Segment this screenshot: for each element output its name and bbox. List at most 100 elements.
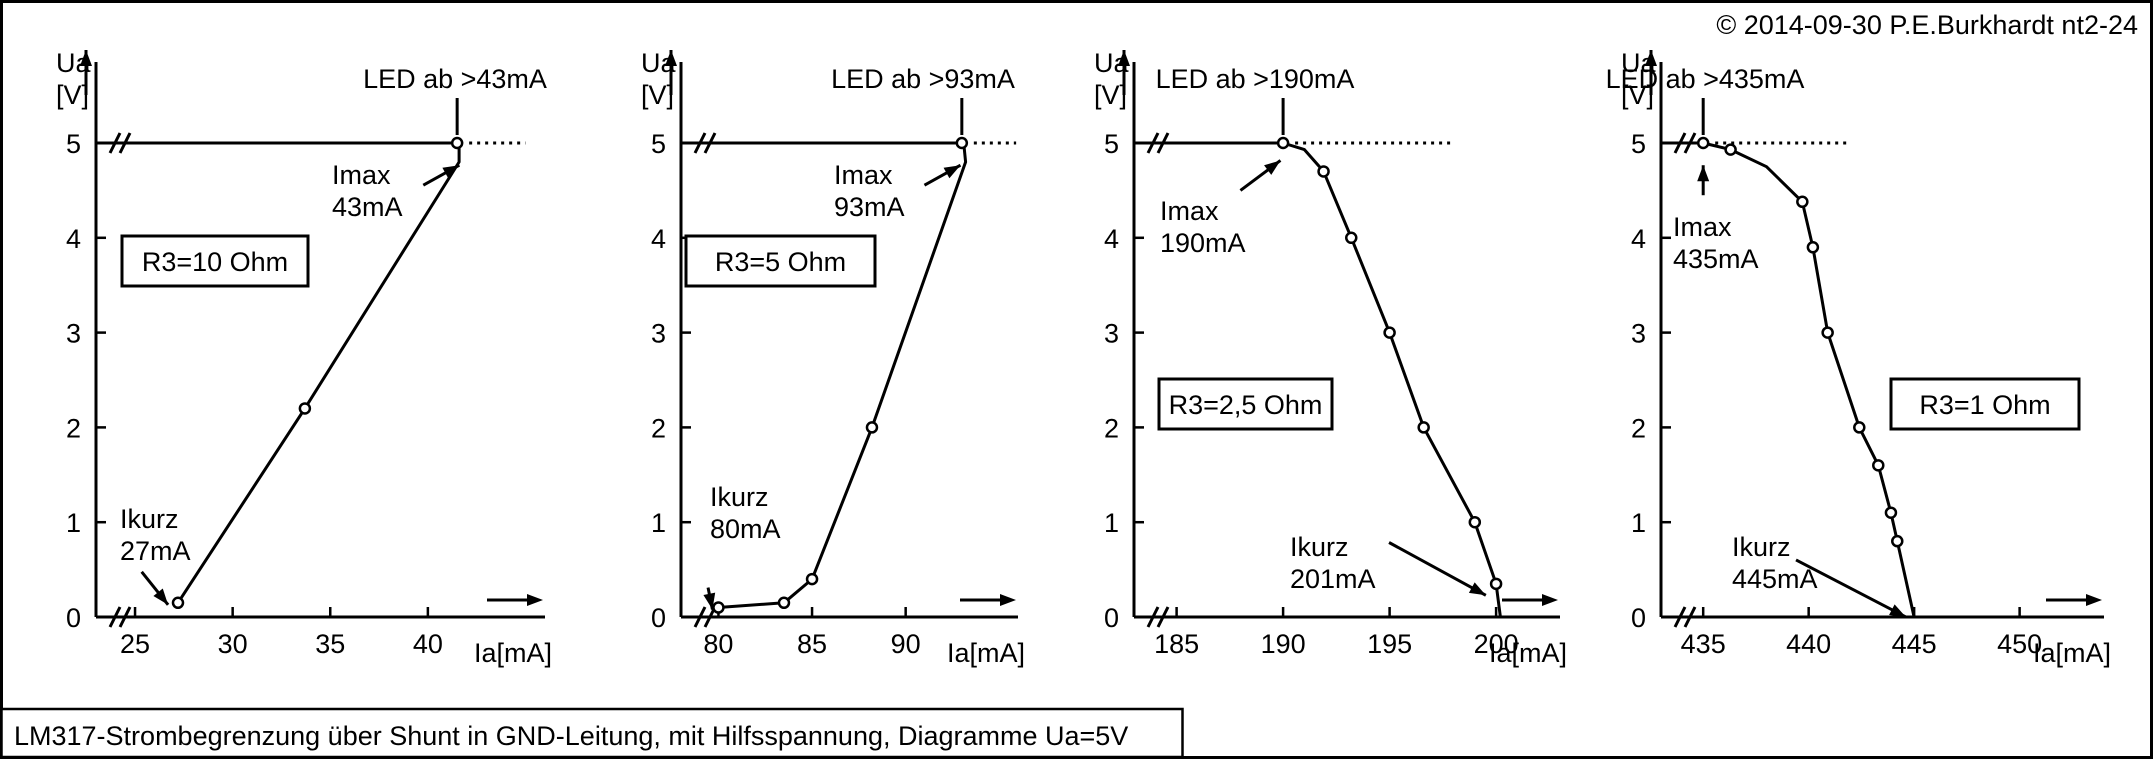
y-tick-label: 1 [66,508,81,538]
ikurz-value: 80mA [710,514,781,544]
ikurz-pointer [1795,558,1907,619]
title-box [120,234,310,288]
title-box [1157,377,1334,431]
y-tick-label: 2 [1104,413,1119,443]
imax-value: 190mA [1160,228,1246,258]
led-label: LED ab >190mA [1156,64,1355,94]
ikurz-arrow [1468,582,1486,596]
y-axis-label: Ua [641,48,676,78]
x-axis-break-1 [1673,606,1687,628]
ikurz-pointer [1388,541,1487,597]
y-tick-label: 4 [1104,224,1119,254]
x-tick-label: 195 [1367,629,1412,659]
chart-title: R3=10 Ohm [142,247,288,277]
imax-label: Imax [1160,196,1219,226]
chart-panel-1: Ua[V] Ia[mA] 0 1 2 3 4 5 25 30 35 40 R3=10 Ohm LED ab… [56,48,552,668]
x-tick-label: 90 [891,629,921,659]
y-axis-unit: [V] [1094,80,1127,110]
y-tick-label: 1 [1104,508,1119,538]
y-tick-label: 1 [1631,508,1646,538]
x-axis-break-1 [693,606,707,628]
y-tick-label: 5 [1631,129,1646,159]
x-tick-label: 200 [1474,629,1519,659]
ikurz-arrow [1889,604,1907,618]
x-axis-arrow [527,594,543,606]
data-point [955,136,969,150]
y-tick-label: 5 [1104,129,1119,159]
y-tick-label: 4 [1631,224,1646,254]
data-point [805,572,819,586]
data-point [450,136,464,150]
x-axis-break-2 [1156,606,1170,628]
series-line [718,142,968,609]
data-point [1884,506,1898,519]
imax-label: Imax [834,160,893,190]
led-label: LED ab >93mA [831,64,1015,94]
data-point [1724,143,1737,156]
ikurz-value: 27mA [120,536,191,566]
x-tick-label: 30 [218,629,248,659]
data-point [1891,534,1904,548]
data-point [1468,515,1482,529]
x-tick-label: 190 [1261,629,1306,659]
y-axis-unit: [V] [1621,80,1654,110]
series-line [176,143,461,604]
data-point [712,601,725,614]
ikurz-arrow [703,592,716,610]
x-axis-label: Ia[mA] [947,638,1025,668]
ikurz-value: 445mA [1732,564,1818,594]
title-box [684,234,877,288]
y-tick-label: 3 [651,319,666,349]
data-point [865,421,879,434]
ikurz-label: Ikurz [1732,532,1791,562]
data-point [1276,136,1290,150]
x-tick-label: 40 [413,629,443,659]
data-point [1345,231,1358,245]
y-axis-unit: [V] [56,80,89,110]
y-tick-label: 0 [1104,603,1119,633]
data-point [1317,165,1330,178]
x-tick-label: 35 [315,629,345,659]
imax-arrow [1264,160,1281,175]
y-tick-label: 2 [651,413,666,443]
x-axis-arrow [2086,594,2102,606]
data-point [1853,421,1866,434]
y-tick-label: 3 [1631,319,1646,349]
chart-panel-2: Ua[V] Ia[mA] 0 1 2 3 4 5 80 85 90 R3=5 Ohm LED ab >9… [641,48,1025,668]
y-tick-label: 1 [651,508,666,538]
data-point [1383,326,1396,339]
y-tick-label: 4 [66,224,81,254]
x-axis-label: Ia[mA] [2033,638,2111,668]
imax-value: 93mA [834,192,905,222]
y-tick-label: 3 [66,319,81,349]
data-point [1796,195,1809,209]
x-axis-break-1 [108,606,122,628]
chart-title: R3=1 Ohm [1919,390,2050,420]
imax-value: 43mA [332,192,403,222]
imax-value: 435mA [1673,244,1759,274]
y-tick-label: 0 [66,603,81,633]
led-label: LED ab >435mA [1606,64,1805,94]
chart-title: R3=5 Ohm [715,247,846,277]
x-axis-arrow [1542,594,1558,606]
imax-label: Imax [332,160,391,190]
x-tick-label: 445 [1892,629,1937,659]
data-point [1821,326,1834,339]
ikurz-label: Ikurz [710,482,769,512]
data-point [298,402,312,415]
y-tick-label: 2 [1631,413,1646,443]
y-tick-label: 0 [651,603,666,633]
x-tick-label: 440 [1786,629,1831,659]
data-point [1696,136,1710,150]
y-tick-label: 5 [651,129,666,159]
y-tick-label: 2 [66,413,81,443]
x-axis-break-2 [1683,606,1697,628]
led-label: LED ab >43mA [363,64,547,94]
data-point [1417,421,1430,434]
data-point [1806,241,1820,254]
chart-panel-4: Ua[V] Ia[mA] 0 1 2 3 4 5 435 440 445 450 R3=1 Ohm LED… [1606,48,2111,668]
chart-title: R3=2,5 Ohm [1169,390,1323,420]
x-tick-label: 185 [1154,629,1199,659]
imax-arrow [943,165,961,179]
